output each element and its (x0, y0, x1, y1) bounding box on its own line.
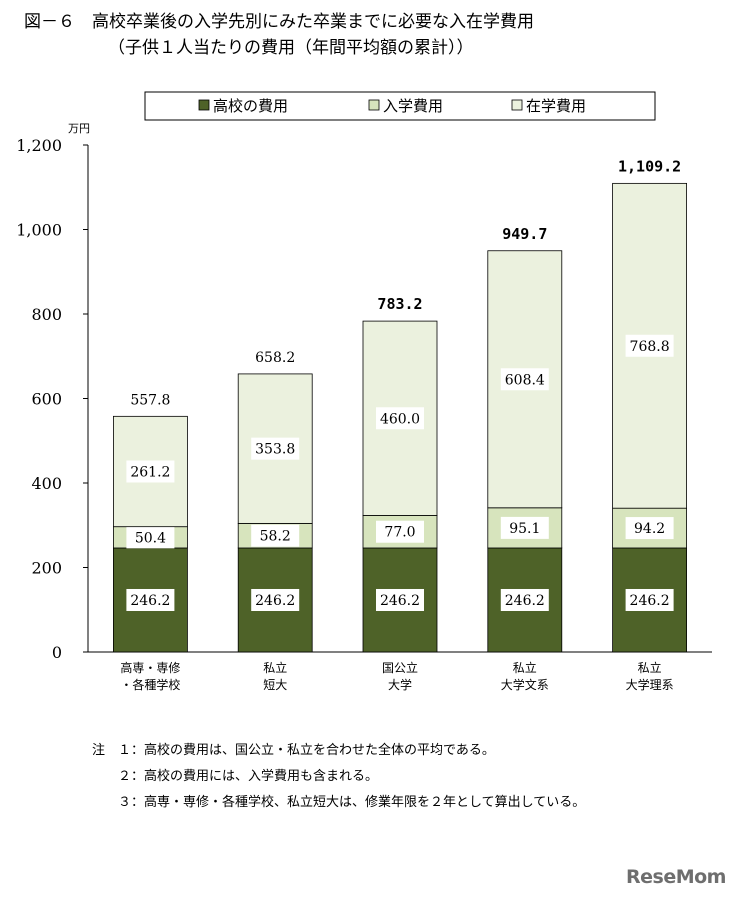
chart-title-line1: 図－６ 高校卒業後の入学先別にみた卒業までに必要な入在学費用 (24, 12, 534, 32)
category-label: 国公立 (382, 660, 418, 675)
y-tick-label: 800 (31, 305, 62, 324)
data-label-bg (500, 588, 549, 611)
legend-swatch-0 (198, 99, 210, 111)
footnote-2: ２：高校の費用には、入学費用も含まれる。 (92, 769, 379, 784)
y-tick-label: 0 (52, 643, 62, 662)
data-label: 246.2 (505, 593, 545, 609)
category-label: 大学理系 (626, 677, 674, 692)
data-label: 50.4 (135, 530, 166, 546)
chart-title-line2: （子供１人当たりの費用（年間平均額の累計）） (108, 38, 474, 58)
total-label: 949.7 (502, 225, 547, 243)
data-label: 246.2 (380, 593, 420, 609)
data-label: 246.2 (630, 593, 670, 609)
data-label: 94.2 (634, 521, 665, 537)
category-label: 高専・専修 (120, 660, 180, 675)
data-label-bg (126, 460, 175, 483)
data-label-bg (126, 588, 175, 611)
y-tick-label: 400 (31, 474, 62, 493)
footnote-1: 注 １：高校の費用は、国公立・私立を合わせた全体の平均である。 (92, 743, 495, 758)
data-label: 95.1 (509, 521, 540, 537)
data-label: 246.2 (130, 593, 170, 609)
data-label: 58.2 (260, 529, 291, 545)
data-label: 460.0 (380, 411, 420, 427)
category-label: 短大 (263, 678, 287, 692)
data-label: 246.2 (255, 593, 295, 609)
y-tick-label: 200 (31, 559, 62, 578)
category-label: 私立 (263, 660, 287, 675)
data-label-bg (625, 588, 674, 611)
data-label-bg (625, 517, 674, 540)
total-label: 783.2 (377, 295, 422, 313)
data-label-bg (251, 524, 300, 547)
y-tick-label: 600 (31, 390, 62, 409)
data-label: 261.2 (130, 465, 170, 481)
category-label: 私立 (513, 660, 537, 675)
y-tick-label: 1,200 (16, 136, 62, 155)
footnote-3: ３：高専・専修・各種学校、私立短大は、修業年限を２年として算出している。 (92, 795, 586, 810)
data-label-bg (500, 368, 549, 391)
data-label: 768.8 (630, 339, 670, 355)
category-label: 大学 (388, 677, 412, 692)
legend-box (144, 91, 656, 121)
y-unit-label: 万円 (68, 122, 90, 135)
legend-label-1: 入学費用 (383, 97, 443, 115)
legend-label-2: 在学費用 (526, 97, 586, 115)
resemom-logo: ReseMom (626, 866, 726, 888)
footnotes: 注 １：高校の費用は、国公立・私立を合わせた全体の平均である。 ２：高校の費用に… (92, 738, 585, 816)
total-label: 557.8 (130, 392, 170, 408)
y-tick-label: 1,000 (16, 221, 62, 240)
data-label-bg (376, 588, 424, 611)
category-label: ・各種学校 (120, 677, 180, 692)
total-label: 1,109.2 (618, 157, 681, 175)
category-label: 私立 (638, 660, 662, 675)
data-label-bg (376, 520, 424, 543)
data-label: 353.8 (255, 442, 295, 458)
data-label-bg (376, 407, 424, 430)
category-label: 大学文系 (501, 677, 549, 692)
data-label: 608.4 (505, 372, 545, 388)
legend-swatch-2 (511, 99, 523, 111)
legend-label-0: 高校の費用 (213, 97, 288, 115)
total-label: 658.2 (255, 350, 295, 366)
data-label-bg (251, 437, 300, 460)
data-label-bg (126, 526, 175, 549)
data-label-bg (251, 588, 300, 611)
data-label-bg (500, 516, 549, 539)
data-label: 77.0 (384, 525, 415, 541)
legend-swatch-1 (368, 99, 380, 111)
data-label-bg (625, 334, 674, 357)
